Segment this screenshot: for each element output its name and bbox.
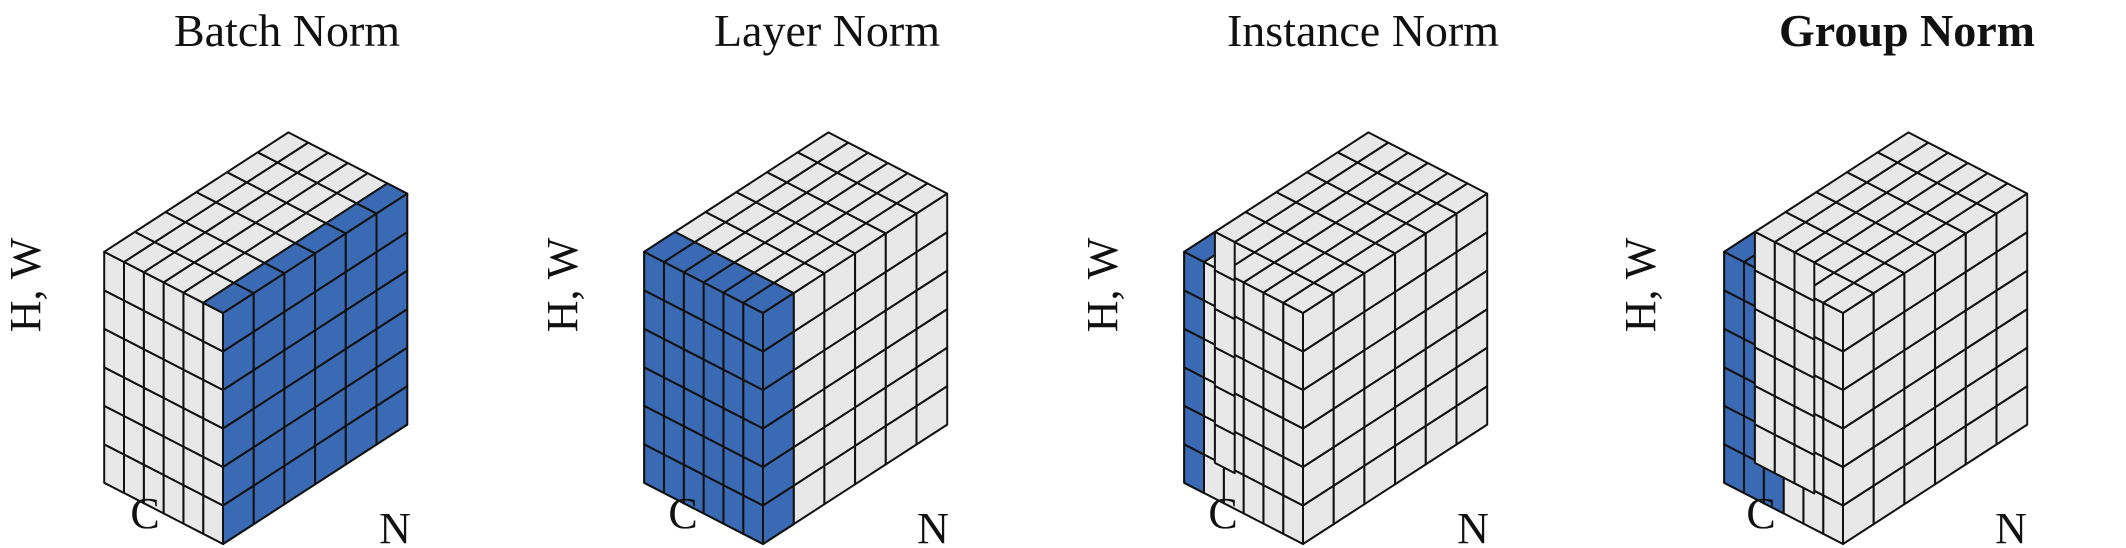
cube-cell-left [1213, 230, 1236, 282]
axis-label-n: N [379, 504, 411, 548]
axis-label-c: C [1208, 489, 1237, 538]
panel-group-norm: Group Norm H, W C N [1616, 5, 2035, 548]
highlight-cell-top [643, 230, 696, 263]
cube-group-norm [1723, 131, 2029, 545]
panel-title: Layer Norm [714, 5, 940, 56]
axis-label-hw: H, W [538, 237, 587, 332]
panel-batch-norm: Batch Norm H, W C N [1, 5, 411, 548]
axis-label-hw: H, W [1616, 237, 1665, 332]
cube-cell-top [256, 131, 310, 164]
cube-cell-top [1876, 131, 1930, 164]
highlight-cell [762, 292, 795, 353]
panel-instance-norm: Instance Norm H, W C N [1078, 5, 1499, 548]
cube-batch-norm [103, 131, 409, 545]
cube-cell-top [796, 131, 850, 164]
axis-label-hw: H, W [1, 237, 50, 332]
cube-instance-norm [1183, 131, 1489, 545]
panel-title: Batch Norm [174, 5, 400, 56]
highlight-cell-top [355, 182, 409, 215]
axis-label-hw: H, W [1078, 237, 1127, 332]
axis-label-n: N [1995, 504, 2027, 548]
cube-cell-top [1336, 131, 1390, 164]
panel-title: Group Norm [1779, 5, 2035, 56]
panel-layer-norm: Layer Norm H, W C N [538, 5, 949, 548]
axis-label-c: C [1746, 489, 1775, 538]
axis-label-n: N [917, 504, 949, 548]
cube-cell-left [1753, 230, 1776, 282]
axis-label-c: C [130, 489, 159, 538]
cube-layer-norm [643, 131, 949, 545]
panel-title: Instance Norm [1227, 5, 1499, 56]
axis-label-n: N [1457, 504, 1489, 548]
axis-label-c: C [668, 489, 697, 538]
